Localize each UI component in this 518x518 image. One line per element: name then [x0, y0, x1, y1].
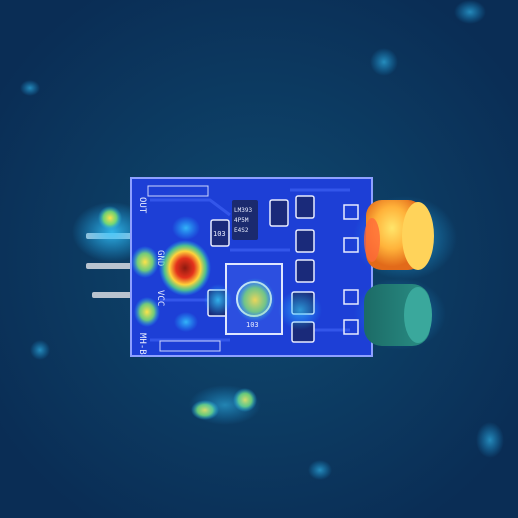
silkscreen: OUT GND VCC MH-B: [137, 185, 221, 355]
resistor-5: [295, 259, 315, 283]
heat-spot-pin-mid: [131, 246, 159, 278]
resistor-4: [295, 229, 315, 253]
silk-model-label: MH-B: [137, 333, 147, 355]
background-speckles: [20, 0, 504, 480]
heatmap-overlay: [131, 216, 322, 332]
silk-chinese-top: [147, 185, 209, 197]
silk-chinese-bottom: [159, 340, 221, 352]
svg-text:LM393: LM393: [234, 207, 252, 214]
heat-spot-potentiometer: [235, 278, 275, 322]
heat-peak-main: [159, 240, 211, 296]
svg-text:4P5M: 4P5M: [234, 217, 249, 224]
led-receiver: [354, 278, 446, 350]
resistor-2: [269, 199, 289, 227]
heat-spot-lower: [174, 312, 198, 332]
silk-pin-label-gnd: GND: [155, 250, 165, 266]
heat-spot-resistor: [204, 284, 232, 316]
svg-text:E4S2: E4S2: [234, 227, 249, 234]
lm393-chip: [232, 200, 258, 240]
resistor-1: [210, 219, 230, 247]
heat-spot-right-smd: [278, 290, 322, 330]
heat-spot-pin-bottom: [134, 297, 160, 327]
heat-spot-pin-top: [98, 206, 122, 230]
heat-specks-below: [189, 385, 261, 425]
svg-text:103: 103: [246, 321, 259, 329]
svg-text:103: 103: [213, 230, 226, 238]
heat-spot-upper: [172, 216, 200, 240]
silk-pin-label-vcc: VCC: [155, 290, 165, 306]
silk-pin-label-out: OUT: [137, 197, 147, 214]
resistor-3: [295, 195, 315, 219]
led-emitter: [353, 196, 457, 280]
